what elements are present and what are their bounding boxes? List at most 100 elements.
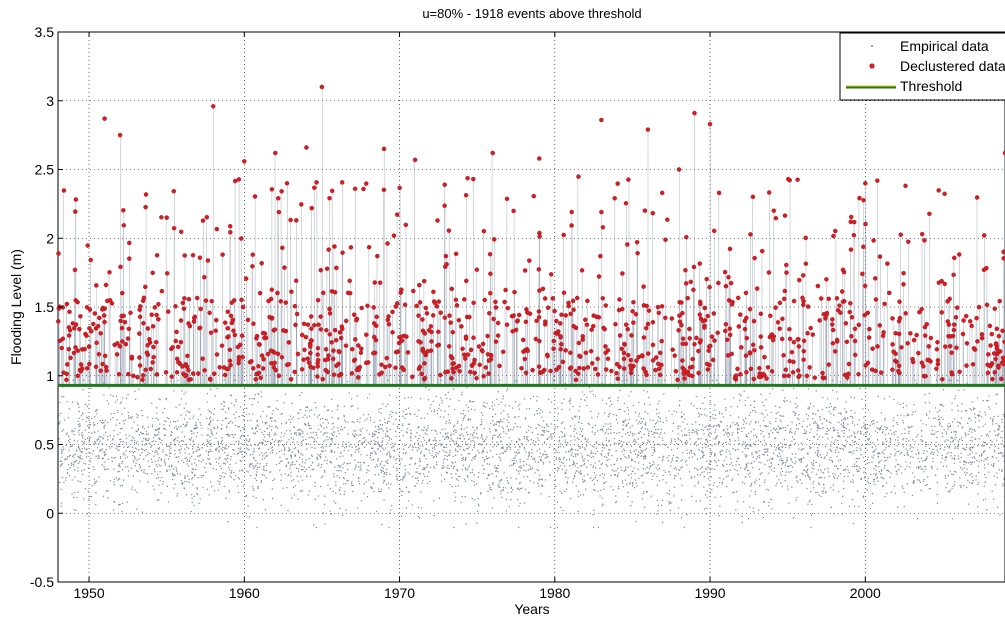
declustered-marker <box>67 333 71 337</box>
declustered-marker <box>231 329 235 333</box>
declustered-marker <box>891 342 895 346</box>
declustered-marker <box>622 351 626 355</box>
declustered-marker <box>385 356 389 360</box>
declustered-marker <box>554 368 558 372</box>
declustered-marker <box>788 337 792 341</box>
declustered-marker <box>772 209 776 213</box>
declustered-marker <box>449 321 453 325</box>
declustered-marker <box>726 353 730 357</box>
declustered-marker <box>686 296 690 300</box>
legend-declustered-label: Declustered data <box>900 58 1005 74</box>
declustered-marker <box>552 339 556 343</box>
declustered-marker <box>143 285 147 289</box>
declustered-marker <box>660 304 664 308</box>
declustered-marker <box>181 301 185 305</box>
declustered-marker <box>275 291 279 295</box>
declustered-marker <box>497 364 501 368</box>
declustered-marker <box>1000 329 1004 333</box>
declustered-marker <box>847 362 851 366</box>
declustered-marker <box>972 346 976 350</box>
declustered-marker <box>870 368 874 372</box>
declustered-marker <box>246 318 250 322</box>
declustered-marker <box>589 349 593 353</box>
declustered-marker <box>516 319 520 323</box>
declustered-marker <box>604 303 608 307</box>
declustered-marker <box>74 197 78 201</box>
declustered-marker <box>927 344 931 348</box>
declustered-marker <box>346 291 350 295</box>
declustered-marker <box>317 323 321 327</box>
declustered-marker <box>399 335 403 339</box>
declustered-marker <box>455 303 459 307</box>
declustered-marker <box>787 327 791 331</box>
declustered-marker <box>155 253 159 257</box>
declustered-marker <box>751 195 755 199</box>
declustered-marker <box>691 288 695 292</box>
declustered-marker <box>309 314 313 318</box>
declustered-marker <box>280 189 284 193</box>
declustered-marker <box>215 227 219 231</box>
declustered-marker <box>102 313 106 317</box>
declustered-marker <box>759 345 763 349</box>
declustered-marker <box>642 335 646 339</box>
declustered-marker <box>691 357 695 361</box>
declustered-marker <box>893 359 897 363</box>
declustered-marker <box>698 313 702 317</box>
declustered-marker <box>559 313 563 317</box>
declustered-marker <box>902 271 906 275</box>
declustered-marker <box>151 345 155 349</box>
declustered-marker <box>707 349 711 353</box>
declustered-marker <box>483 298 487 302</box>
declustered-marker <box>385 241 389 245</box>
declustered-marker <box>174 339 178 343</box>
declustered-marker <box>338 330 342 334</box>
declustered-marker <box>94 283 98 287</box>
declustered-marker <box>284 301 288 305</box>
declustered-marker <box>615 362 619 366</box>
declustered-marker <box>827 363 831 367</box>
declustered-marker <box>952 328 956 332</box>
declustered-marker <box>531 368 535 372</box>
declustered-marker <box>274 368 278 372</box>
declustered-marker <box>577 366 581 370</box>
declustered-marker <box>454 298 458 302</box>
declustered-marker <box>850 315 854 319</box>
declustered-marker <box>472 301 476 305</box>
declustered-marker <box>622 342 626 346</box>
declustered-marker <box>141 321 145 325</box>
declustered-marker <box>435 343 439 347</box>
declustered-marker <box>927 212 931 216</box>
declustered-marker <box>879 371 883 375</box>
declustered-marker <box>504 288 508 292</box>
declustered-marker <box>459 324 463 328</box>
declustered-marker <box>356 375 360 379</box>
y-tick-label: -0.5 <box>30 574 54 590</box>
declustered-marker <box>138 315 142 319</box>
declustered-marker <box>308 351 312 355</box>
declustered-marker <box>574 326 578 330</box>
declustered-marker <box>487 359 491 363</box>
declustered-marker <box>657 367 661 371</box>
declustered-marker <box>264 336 268 340</box>
declustered-marker <box>73 268 77 272</box>
declustered-marker <box>240 334 244 338</box>
declustered-marker <box>802 349 806 353</box>
declustered-marker <box>487 372 491 376</box>
declustered-marker <box>146 343 150 347</box>
declustered-marker <box>424 306 428 310</box>
declustered-marker <box>89 329 93 333</box>
declustered-marker <box>849 215 853 219</box>
declustered-marker <box>91 322 95 326</box>
declustered-marker <box>537 309 541 313</box>
declustered-marker <box>699 338 703 342</box>
declustered-marker <box>477 344 481 348</box>
declustered-marker <box>429 324 433 328</box>
declustered-marker <box>372 321 376 325</box>
legend: Empirical data Declustered data Threshol… <box>840 33 1005 100</box>
declustered-marker <box>651 343 655 347</box>
declustered-marker <box>816 284 820 288</box>
declustered-marker <box>172 189 176 193</box>
declustered-marker <box>287 340 291 344</box>
declustered-marker <box>222 365 226 369</box>
declustered-marker <box>712 339 716 343</box>
